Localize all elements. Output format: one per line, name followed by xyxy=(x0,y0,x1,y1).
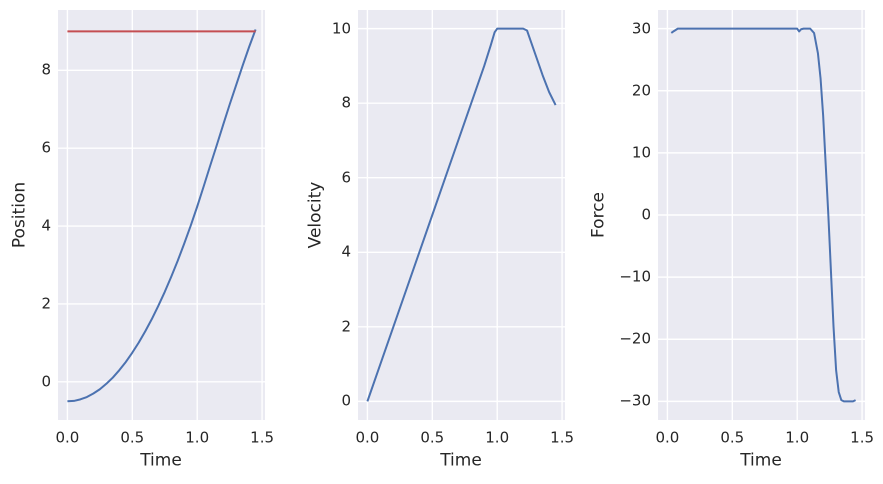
x-tick-label: 1.0 xyxy=(785,428,810,447)
position-plot-axes xyxy=(58,10,265,420)
force-plot-axes xyxy=(658,10,865,420)
force-x-axis-label: Time xyxy=(740,450,782,471)
position-line xyxy=(67,29,257,403)
y-tick-label: 10 xyxy=(631,143,651,162)
force-plot-canvas xyxy=(658,10,865,420)
y-tick-label: 2 xyxy=(341,317,351,336)
y-tick-label: 20 xyxy=(631,81,651,100)
y-tick-label: −10 xyxy=(619,267,651,286)
x-tick-label: 0.5 xyxy=(120,428,145,447)
position-y-axis-label: Position xyxy=(9,181,30,249)
y-tick-label: 30 xyxy=(631,19,651,38)
velocity-y-axis-label: Velocity xyxy=(305,181,326,249)
x-tick-label: 0.0 xyxy=(355,428,380,447)
force-line xyxy=(670,27,857,403)
x-tick-label: 1.5 xyxy=(850,428,875,447)
y-tick-label: −20 xyxy=(619,329,651,348)
force-y-axis-label: Force xyxy=(588,192,609,238)
position-x-axis-label: Time xyxy=(140,450,182,471)
x-tick-label: 1.0 xyxy=(185,428,210,447)
y-tick-label: 0 xyxy=(341,391,351,410)
y-tick-label: 0 xyxy=(641,205,651,224)
x-tick-label: 0.5 xyxy=(420,428,445,447)
y-tick-label: 4 xyxy=(41,216,51,235)
velocity-x-axis-label: Time xyxy=(440,450,482,471)
x-tick-label: 1.5 xyxy=(550,428,575,447)
y-tick-label: 8 xyxy=(341,93,351,112)
y-tick-label: 6 xyxy=(341,168,351,187)
y-tick-label: 4 xyxy=(341,242,351,261)
velocity-plot-canvas xyxy=(358,10,565,420)
position-plot-canvas xyxy=(58,10,265,420)
y-tick-label: 8 xyxy=(41,60,51,79)
velocity-plot-axes xyxy=(358,10,565,420)
x-tick-label: 0.0 xyxy=(655,428,680,447)
velocity-line xyxy=(366,27,557,402)
x-tick-label: 0.5 xyxy=(720,428,745,447)
x-tick-label: 1.0 xyxy=(485,428,510,447)
y-tick-label: −30 xyxy=(619,391,651,410)
y-tick-label: 10 xyxy=(331,19,351,38)
y-tick-label: 6 xyxy=(41,138,51,157)
y-tick-label: 2 xyxy=(41,294,51,313)
y-tick-label: 0 xyxy=(41,372,51,391)
x-tick-label: 0.0 xyxy=(55,428,80,447)
x-tick-label: 1.5 xyxy=(250,428,275,447)
